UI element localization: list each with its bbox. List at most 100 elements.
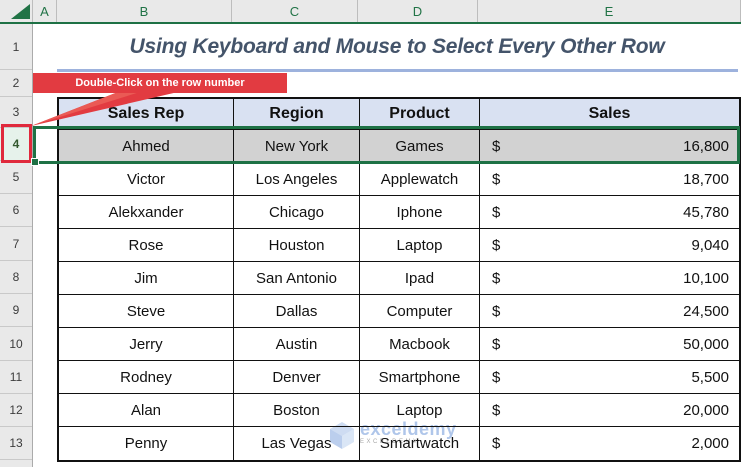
sales-cell[interactable]: $45,780 xyxy=(480,196,739,228)
product-cell[interactable]: Iphone xyxy=(360,196,480,228)
product-cell[interactable]: Ipad xyxy=(360,262,480,294)
currency-symbol: $ xyxy=(492,269,501,287)
sales-rep-cell[interactable]: Jerry xyxy=(59,328,234,360)
column-header-cell[interactable]: Region xyxy=(234,99,360,129)
selected-row-red-box xyxy=(1,124,32,163)
region-cell[interactable]: Denver xyxy=(234,361,360,393)
currency-symbol: $ xyxy=(492,137,501,155)
sales-rep-cell[interactable]: Jim xyxy=(59,262,234,294)
row-number-8[interactable]: 8 xyxy=(0,261,32,294)
sales-cell[interactable]: $5,500 xyxy=(480,361,739,393)
table-row: Jerry Austin Macbook $50,000 xyxy=(59,328,739,361)
column-header-C[interactable]: C xyxy=(232,0,358,22)
sales-value: 18,700 xyxy=(683,170,729,188)
table-row: Victor Los Angeles Applewatch $18,700 xyxy=(59,163,739,196)
product-cell[interactable]: Computer xyxy=(360,295,480,327)
region-cell[interactable]: Las Vegas xyxy=(234,427,360,460)
sheet-title: Using Keyboard and Mouse to Select Every… xyxy=(129,34,665,58)
sales-value: 10,100 xyxy=(683,269,729,287)
column-header-cell[interactable]: Sales Rep xyxy=(59,99,234,129)
region-cell[interactable]: Austin xyxy=(234,328,360,360)
region-cell[interactable]: Dallas xyxy=(234,295,360,327)
region-cell[interactable]: Boston xyxy=(234,394,360,426)
sales-rep-cell[interactable]: Steve xyxy=(59,295,234,327)
table-row: Ahmed New York Games $16,800 xyxy=(59,130,739,163)
currency-symbol: $ xyxy=(492,203,501,221)
product-cell[interactable]: Applewatch xyxy=(360,163,480,195)
column-header-cell[interactable]: Product xyxy=(360,99,480,129)
row-number-7[interactable]: 7 xyxy=(0,227,32,261)
row-number-gutter: 1 2 3 4 5 6 7 8 9 10 11 12 13 xyxy=(0,24,33,467)
table-row: Jim San Antonio Ipad $10,100 xyxy=(59,262,739,295)
sales-cell[interactable]: $20,000 xyxy=(480,394,739,426)
currency-symbol: $ xyxy=(492,335,501,353)
region-cell[interactable]: Los Angeles xyxy=(234,163,360,195)
product-cell[interactable]: Smartwatch xyxy=(360,427,480,460)
row-number-11[interactable]: 11 xyxy=(0,361,32,394)
currency-symbol: $ xyxy=(492,401,501,419)
sales-cell[interactable]: $9,040 xyxy=(480,229,739,261)
row-number-9[interactable]: 9 xyxy=(0,294,32,327)
sales-cell[interactable]: $24,500 xyxy=(480,295,739,327)
product-cell[interactable]: Laptop xyxy=(360,229,480,261)
table-row: Alekxander Chicago Iphone $45,780 xyxy=(59,196,739,229)
row-number-10[interactable]: 10 xyxy=(0,327,32,361)
row-number-1[interactable]: 1 xyxy=(0,24,32,70)
callout-banner: Double-Click on the row number xyxy=(33,73,287,93)
currency-symbol: $ xyxy=(492,435,501,452)
region-cell[interactable]: San Antonio xyxy=(234,262,360,294)
sales-rep-cell[interactable]: Rodney xyxy=(59,361,234,393)
select-all-triangle-icon xyxy=(11,4,30,19)
column-header-E[interactable]: E xyxy=(478,0,741,22)
row-number-3[interactable]: 3 xyxy=(0,97,32,128)
table-row: Alan Boston Laptop $20,000 xyxy=(59,394,739,427)
sales-value: 45,780 xyxy=(683,203,729,221)
currency-symbol: $ xyxy=(492,170,501,188)
product-cell[interactable]: Macbook xyxy=(360,328,480,360)
row-number-5[interactable]: 5 xyxy=(0,161,32,194)
watermark-subtext: EXCELDEMY xyxy=(360,439,420,445)
sales-value: 20,000 xyxy=(683,401,729,419)
row-number-4[interactable]: 4 xyxy=(0,128,32,161)
column-header-A[interactable]: A xyxy=(33,0,57,22)
select-all-corner[interactable] xyxy=(0,0,33,22)
row-number-6[interactable]: 6 xyxy=(0,194,32,227)
sales-value: 24,500 xyxy=(683,302,729,320)
sales-value: 50,000 xyxy=(683,335,729,353)
sales-value: 5,500 xyxy=(691,368,729,386)
column-header-cell[interactable]: Sales xyxy=(480,99,739,129)
title-underline xyxy=(57,69,738,72)
product-cell[interactable]: Laptop xyxy=(360,394,480,426)
region-cell[interactable]: Houston xyxy=(234,229,360,261)
column-header-D[interactable]: D xyxy=(358,0,478,22)
region-cell[interactable]: Chicago xyxy=(234,196,360,228)
sales-rep-cell[interactable]: Penny xyxy=(59,427,234,460)
sales-cell[interactable]: $16,800 xyxy=(480,130,739,162)
table-row: Rodney Denver Smartphone $5,500 xyxy=(59,361,739,394)
region-cell[interactable]: New York xyxy=(234,130,360,162)
column-header-B[interactable]: B xyxy=(57,0,232,22)
row-number-13[interactable]: 13 xyxy=(0,427,32,460)
title-cell[interactable]: Using Keyboard and Mouse to Select Every… xyxy=(57,24,737,69)
sales-rep-cell[interactable]: Victor xyxy=(59,163,234,195)
sales-rep-cell[interactable]: Rose xyxy=(59,229,234,261)
data-table: Sales Rep Region Product Sales Ahmed New York… xyxy=(57,97,741,462)
row-number-2[interactable]: 2 xyxy=(0,70,32,97)
sales-cell[interactable]: $18,700 xyxy=(480,163,739,195)
fill-handle[interactable] xyxy=(31,158,39,166)
sales-cell[interactable]: $50,000 xyxy=(480,328,739,360)
callout-label: Double-Click on the row number xyxy=(75,77,245,89)
table-row: Steve Dallas Computer $24,500 xyxy=(59,295,739,328)
product-cell[interactable]: Smartphone xyxy=(360,361,480,393)
sales-cell[interactable]: $2,000 xyxy=(480,427,739,460)
sales-cell[interactable]: $10,100 xyxy=(480,262,739,294)
sales-rep-cell[interactable]: Alan xyxy=(59,394,234,426)
sales-value: 2,000 xyxy=(691,435,729,452)
table-row: Rose Houston Laptop $9,040 xyxy=(59,229,739,262)
product-cell[interactable]: Games xyxy=(360,130,480,162)
sales-rep-cell[interactable]: Alekxander xyxy=(59,196,234,228)
row-number-12[interactable]: 12 xyxy=(0,394,32,427)
sales-rep-cell[interactable]: Ahmed xyxy=(59,130,234,162)
